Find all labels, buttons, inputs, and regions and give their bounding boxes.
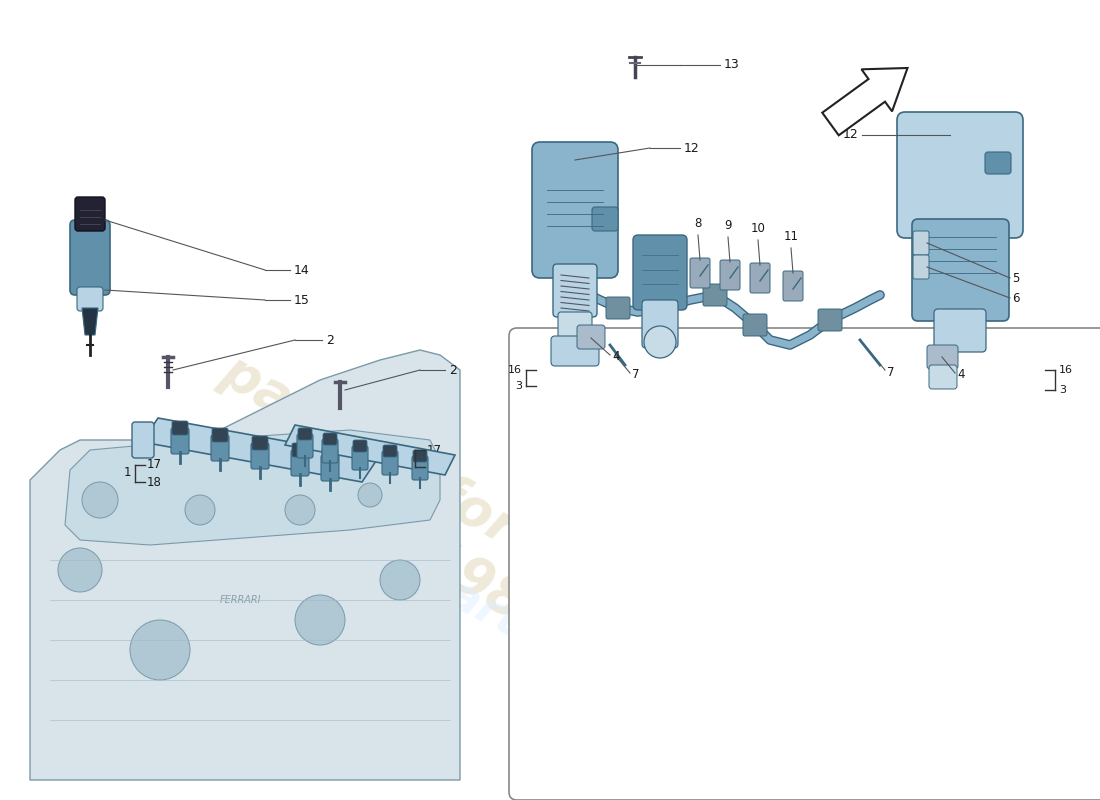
FancyBboxPatch shape bbox=[132, 422, 154, 458]
FancyBboxPatch shape bbox=[532, 142, 618, 278]
FancyBboxPatch shape bbox=[558, 312, 592, 340]
Text: passion for parts
since 1985: passion for parts since 1985 bbox=[183, 345, 678, 695]
Circle shape bbox=[185, 495, 214, 525]
Circle shape bbox=[358, 483, 382, 507]
Text: 16: 16 bbox=[508, 365, 522, 375]
Text: 16: 16 bbox=[1059, 365, 1072, 375]
Text: 2: 2 bbox=[449, 363, 456, 377]
Polygon shape bbox=[65, 430, 440, 545]
FancyBboxPatch shape bbox=[913, 231, 930, 255]
Circle shape bbox=[295, 595, 345, 645]
FancyBboxPatch shape bbox=[750, 263, 770, 293]
FancyBboxPatch shape bbox=[292, 443, 308, 457]
Polygon shape bbox=[285, 425, 455, 475]
FancyBboxPatch shape bbox=[352, 446, 368, 470]
Text: 14: 14 bbox=[294, 263, 310, 277]
FancyBboxPatch shape bbox=[703, 284, 727, 306]
Text: 10: 10 bbox=[750, 222, 766, 235]
FancyBboxPatch shape bbox=[321, 455, 339, 481]
FancyBboxPatch shape bbox=[783, 271, 803, 301]
Text: 3: 3 bbox=[515, 381, 522, 391]
FancyBboxPatch shape bbox=[509, 328, 1100, 800]
Text: 7: 7 bbox=[632, 369, 639, 382]
Text: 17: 17 bbox=[147, 458, 162, 471]
FancyBboxPatch shape bbox=[172, 421, 188, 435]
FancyBboxPatch shape bbox=[212, 428, 228, 442]
FancyBboxPatch shape bbox=[720, 260, 740, 290]
FancyBboxPatch shape bbox=[252, 436, 268, 450]
FancyBboxPatch shape bbox=[297, 434, 313, 458]
Text: 1: 1 bbox=[123, 466, 131, 479]
FancyBboxPatch shape bbox=[690, 258, 710, 288]
FancyBboxPatch shape bbox=[353, 440, 367, 452]
Text: 18: 18 bbox=[147, 475, 162, 489]
Text: 7: 7 bbox=[887, 366, 894, 378]
Text: 2: 2 bbox=[326, 334, 334, 346]
FancyBboxPatch shape bbox=[383, 445, 397, 457]
FancyBboxPatch shape bbox=[70, 220, 110, 295]
Text: 17: 17 bbox=[427, 443, 442, 457]
FancyBboxPatch shape bbox=[412, 456, 428, 480]
FancyBboxPatch shape bbox=[211, 435, 229, 461]
Text: 6: 6 bbox=[1012, 291, 1020, 305]
FancyBboxPatch shape bbox=[412, 450, 427, 462]
Text: 12: 12 bbox=[843, 129, 858, 142]
FancyBboxPatch shape bbox=[322, 448, 338, 462]
FancyBboxPatch shape bbox=[912, 219, 1009, 321]
FancyBboxPatch shape bbox=[818, 309, 842, 331]
Text: 12: 12 bbox=[684, 142, 700, 154]
FancyBboxPatch shape bbox=[927, 345, 958, 369]
FancyBboxPatch shape bbox=[553, 264, 597, 317]
FancyBboxPatch shape bbox=[323, 433, 337, 445]
FancyBboxPatch shape bbox=[551, 336, 600, 366]
FancyBboxPatch shape bbox=[251, 443, 270, 469]
Circle shape bbox=[58, 548, 102, 592]
FancyBboxPatch shape bbox=[984, 152, 1011, 174]
FancyBboxPatch shape bbox=[382, 451, 398, 475]
Text: passion for parts
since 1985: passion for parts since 1985 bbox=[130, 418, 550, 702]
Circle shape bbox=[285, 495, 315, 525]
Text: 1: 1 bbox=[404, 451, 411, 465]
FancyBboxPatch shape bbox=[298, 428, 312, 440]
Text: 18: 18 bbox=[427, 461, 442, 474]
FancyBboxPatch shape bbox=[292, 450, 309, 476]
Text: 15: 15 bbox=[294, 294, 310, 306]
Text: 8: 8 bbox=[694, 217, 702, 230]
FancyBboxPatch shape bbox=[592, 207, 618, 231]
FancyBboxPatch shape bbox=[742, 314, 767, 336]
Text: 13: 13 bbox=[724, 58, 739, 71]
FancyBboxPatch shape bbox=[913, 255, 930, 279]
Text: 9: 9 bbox=[724, 219, 732, 232]
FancyBboxPatch shape bbox=[606, 297, 630, 319]
FancyBboxPatch shape bbox=[322, 439, 338, 463]
Text: 4: 4 bbox=[612, 350, 619, 363]
Text: 11: 11 bbox=[783, 230, 799, 243]
FancyBboxPatch shape bbox=[642, 300, 678, 348]
FancyBboxPatch shape bbox=[934, 309, 986, 352]
Polygon shape bbox=[823, 68, 907, 135]
Circle shape bbox=[82, 482, 118, 518]
Polygon shape bbox=[82, 308, 98, 335]
FancyBboxPatch shape bbox=[75, 197, 104, 231]
FancyBboxPatch shape bbox=[896, 112, 1023, 238]
FancyBboxPatch shape bbox=[632, 235, 688, 310]
FancyBboxPatch shape bbox=[578, 325, 605, 349]
FancyBboxPatch shape bbox=[930, 365, 957, 389]
FancyBboxPatch shape bbox=[170, 428, 189, 454]
Polygon shape bbox=[30, 350, 460, 780]
Text: 4: 4 bbox=[957, 369, 965, 382]
Text: 3: 3 bbox=[1059, 385, 1066, 395]
Text: FERRARI: FERRARI bbox=[219, 595, 261, 605]
Circle shape bbox=[644, 326, 676, 358]
Text: 5: 5 bbox=[1012, 271, 1020, 285]
Polygon shape bbox=[142, 418, 378, 482]
FancyBboxPatch shape bbox=[77, 287, 103, 311]
Circle shape bbox=[379, 560, 420, 600]
Circle shape bbox=[130, 620, 190, 680]
